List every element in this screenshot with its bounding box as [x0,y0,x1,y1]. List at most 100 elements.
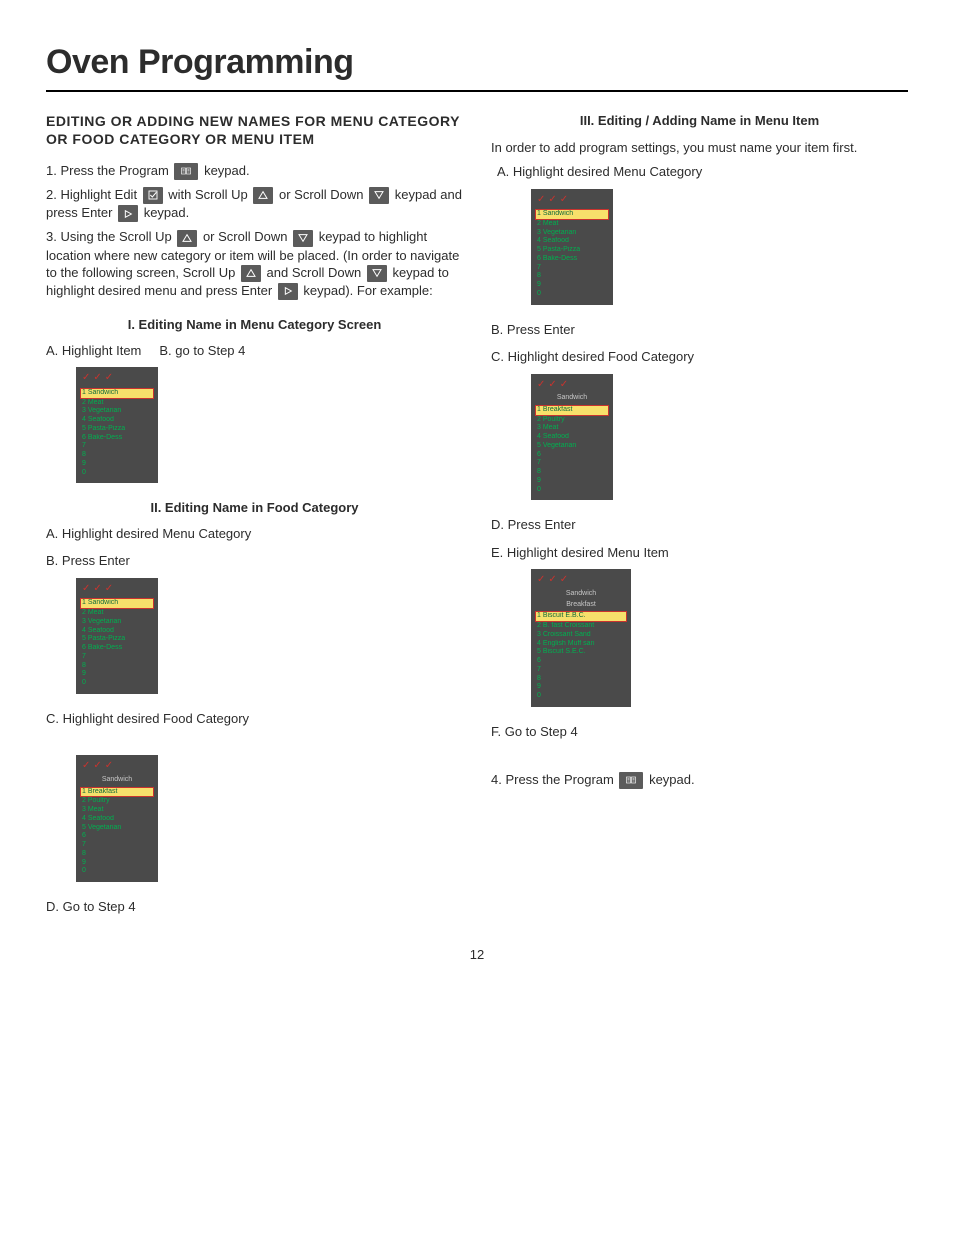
row: 0 [80,867,154,876]
screen-menu-cat-1: ✓✓✓ 1 Sandwich 2 Meat 3 Vegetarian 4 Sea… [76,367,463,483]
screen-title: Sandwich [535,394,609,403]
checks-row: ✓✓✓ [535,194,609,207]
scroll-up-icon [253,187,273,204]
mini-screen: ✓✓✓ Sandwich 1 Breakfast 2 Poultry 3 Mea… [76,755,158,882]
step-2: 2. Highlight Edit with Scroll Up or Scro… [46,186,463,222]
right-d: D. Press Enter [491,516,908,534]
right-column: III. Editing / Adding Name in Menu Item … [491,112,908,922]
checks-row: ✓✓✓ [80,372,154,385]
row: 3 Vegetarian [80,618,154,627]
page-number: 12 [46,946,908,964]
row: 0 [80,679,154,688]
scroll-up-icon [177,230,197,247]
row: 9 [80,859,154,868]
row: 4 Seafood [535,237,609,246]
screen-title2: Breakfast [535,601,627,610]
hl-row: 1 Sandwich [535,209,609,220]
step-3: 3. Using the Scroll Up or Scroll Down ke… [46,228,463,300]
row: 8 [80,662,154,671]
columns: EDITING OR ADDING NEW NAMES FOR MENU CAT… [46,112,908,922]
left-column: EDITING OR ADDING NEW NAMES FOR MENU CAT… [46,112,463,922]
sub1-b: B. go to Step 4 [159,342,245,360]
hl-row: 1 Sandwich [80,388,154,399]
scroll-down-icon [293,230,313,247]
row: 8 [80,451,154,460]
row: 3 Meat [80,806,154,815]
row: 6 Bake-Dess [80,434,154,443]
sub1-a: A. Highlight Item [46,342,141,360]
screen-menu-cat-right: ✓✓✓ 1 Sandwich 2 Meat 3 Vegetarian 4 Sea… [531,189,908,305]
sub2-b: B. Press Enter [46,552,463,570]
checks-row: ✓✓✓ [80,760,154,773]
sub2-d: D. Go to Step 4 [46,898,463,916]
step2-b: with Scroll Up [165,187,252,202]
step4-a: 4. Press the Program [491,772,617,787]
row: 6 [80,832,154,841]
row: 7 [80,442,154,451]
row: 6 [535,657,627,666]
row: 2 Meat [80,399,154,408]
right-e: E. Highlight desired Menu Item [491,544,908,562]
sub1-items: A. Highlight Item B. go to Step 4 [46,342,463,360]
right-c: C. Highlight desired Food Category [491,348,908,366]
row: 9 [80,670,154,679]
hl-row: 1 Breakfast [535,405,609,416]
hl-row: 1 Breakfast [80,787,154,798]
row: 3 Croissant Sand [535,631,627,640]
step3-d: and Scroll Down [263,265,365,280]
row: 7 [80,653,154,662]
scroll-up-icon [241,265,261,282]
left-heading: EDITING OR ADDING NEW NAMES FOR MENU CAT… [46,112,463,148]
row: 2 B. fast Croissant [535,622,627,631]
checks-row: ✓✓✓ [535,574,627,587]
checks-row: ✓✓✓ [535,379,609,392]
row: 5 Pasta-Pizza [80,635,154,644]
mini-screen: ✓✓✓ 1 Sandwich 2 Meat 3 Vegetarian 4 Sea… [531,189,613,305]
row: 4 Seafood [80,416,154,425]
right-f: F. Go to Step 4 [491,723,908,741]
scroll-down-icon [367,265,387,282]
mini-screen: ✓✓✓ 1 Sandwich 2 Meat 3 Vegetarian 4 Sea… [76,367,158,483]
step3-a: 3. Using the Scroll Up [46,229,175,244]
row: 2 Poultry [535,416,609,425]
step3-f: keypad). For example: [300,283,433,298]
step3-b: or Scroll Down [199,229,291,244]
enter-icon [278,283,298,300]
row: 7 [535,666,627,675]
mini-screen: ✓✓✓ Sandwich 1 Breakfast 2 Poultry 3 Mea… [531,374,613,501]
row: 5 Biscuit S.E.C. [535,648,627,657]
edit-check-icon [143,187,163,204]
step-4: 4. Press the Program keypad. [491,771,908,789]
row: 5 Pasta-Pizza [535,246,609,255]
screen-food-cat-left: ✓✓✓ Sandwich 1 Breakfast 2 Poultry 3 Mea… [76,755,463,882]
row: 0 [535,486,609,495]
checks-row: ✓✓✓ [80,583,154,596]
row: 7 [535,264,609,273]
step4-b: keypad. [645,772,694,787]
row: 9 [535,477,609,486]
hl-row: 1 Biscuit E.B.C. [535,611,627,622]
row: 2 Meat [80,609,154,618]
right-a: A. Highlight desired Menu Category [497,163,908,181]
step2-e: keypad. [140,205,189,220]
scroll-down-icon [369,187,389,204]
program-icon [174,163,198,180]
screen-title: Sandwich [80,776,154,785]
row: 5 Vegetarian [535,442,609,451]
row: 0 [535,290,609,299]
sub2-head: II. Editing Name in Food Category [46,499,463,517]
row: 2 Meat [535,220,609,229]
row: 5 Vegetarian [80,824,154,833]
row: 3 Vegetarian [80,407,154,416]
hl-row: 1 Sandwich [80,598,154,609]
row: 8 [80,850,154,859]
row: 2 Poultry [80,797,154,806]
step2-a: 2. Highlight Edit [46,187,141,202]
row: 6 [535,451,609,460]
row: 8 [535,468,609,477]
step-1: 1. Press the Program keypad. [46,162,463,180]
mini-screen: ✓✓✓ Sandwich Breakfast 1 Biscuit E.B.C. … [531,569,631,707]
page-title: Oven Programming [46,40,908,86]
screen-menu-cat-2: ✓✓✓ 1 Sandwich 2 Meat 3 Vegetarian 4 Sea… [76,578,463,694]
row: 8 [535,675,627,684]
